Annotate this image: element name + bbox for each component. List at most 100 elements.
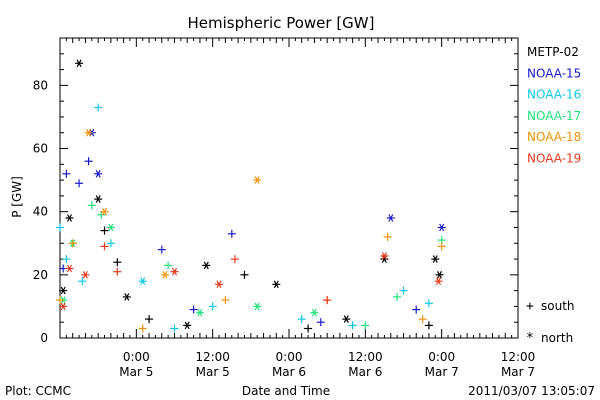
marker-legend: + south * north [526,299,575,346]
legend-entry: METP-02 [527,45,579,59]
x-tick-time-label: 12:00 [501,350,536,364]
data-point [195,308,204,317]
data-point [87,201,96,210]
x-tick-time-label: 12:00 [348,350,383,364]
data-point [94,195,103,203]
plot-area [59,37,519,339]
y-tick-label: 80 [33,78,48,92]
x-tick-date-label: Mar 7 [501,365,535,379]
data-point [215,280,223,289]
data-point [100,226,109,235]
data-point [138,277,147,285]
marker-label: south [541,299,575,313]
data-point [94,103,103,112]
x-tick-time-label: 0:00 [428,350,455,364]
data-point [227,229,236,238]
marker-symbol: * [526,331,534,346]
legend-entry: NOAA-17 [527,109,581,123]
data-point [84,128,93,137]
data-point [380,255,389,263]
data-point [424,299,433,308]
data-point [230,255,239,264]
marker-label: north [541,331,573,345]
data-point [100,207,109,216]
data-point [431,255,440,263]
data-point [145,315,154,324]
data-point [164,261,173,270]
data-point [253,302,262,311]
data-point [113,267,122,276]
data-point [59,286,68,295]
legend-entry: NOAA-16 [527,88,581,102]
data-point [418,315,427,324]
data-point [189,305,198,314]
data-point [424,321,433,330]
data-point [113,258,122,267]
data-point [56,296,64,305]
data-point [62,255,71,264]
data-point [100,242,109,251]
data-point [202,261,211,270]
x-tick-time-label: 0:00 [123,350,150,364]
data-point [399,286,408,295]
x-tick-date-label: Mar 5 [119,365,153,379]
data-point [304,324,313,333]
y-axis: 0 20 40 60 80 [33,37,518,345]
data-point [56,223,64,232]
plot-frame [59,37,519,339]
y-tick-label: 0 [40,331,48,345]
x-tick-date-label: Mar 7 [425,365,459,379]
data-point [380,252,389,260]
data-point [316,318,325,327]
legend-entry: NOAA-18 [527,130,581,144]
data-point [138,324,147,333]
data-point [361,321,370,330]
data-point [75,59,84,68]
data-point [221,296,230,305]
x-tick-date-label: Mar 5 [196,365,230,379]
x-tick-date-label: Mar 6 [348,365,382,379]
x-axis-label: Date and Time [242,384,330,398]
data-point [272,280,281,289]
plot-credit: Plot: CCMC [5,384,71,398]
data-point [65,264,74,273]
data-point [75,179,84,188]
data-point [348,321,357,330]
data-point [161,271,169,279]
y-tick-label: 20 [33,268,48,282]
x-tick-time-label: 0:00 [276,350,303,364]
data-point [94,170,103,178]
marker-symbol: + [526,299,534,314]
data-point [183,321,192,330]
data-point [62,169,71,178]
y-tick-label: 40 [33,205,48,219]
data-point [383,232,392,241]
data-point [65,214,74,222]
data-point [59,302,68,311]
y-axis-label: P [GW] [10,176,24,218]
series-legend: METP-02 NOAA-15 NOAA-16 NOAA-17 NOAA-18 NOAA-… [527,45,581,166]
data-point [208,302,217,311]
data-point [81,271,90,279]
data-point [170,324,179,333]
data-point [157,245,166,254]
data-point [253,176,262,184]
legend-entry: NOAA-19 [527,152,581,166]
y-tick-label: 60 [33,142,48,156]
data-point [240,270,249,279]
plot-timestamp: 2011/03/07 13:05:07 [468,384,595,398]
data-point [170,267,179,276]
data-point [437,242,446,251]
data-point [434,277,443,285]
data-point [412,305,421,314]
data-point [386,214,395,222]
chart-title: Hemispheric Power [GW] [188,14,375,32]
data-point [310,308,319,317]
data-point [297,315,306,324]
data-point [84,157,93,166]
data-point [393,292,402,301]
legend-entry: NOAA-15 [527,66,581,80]
x-tick-time-label: 12:00 [195,350,230,364]
data-point [437,223,446,232]
